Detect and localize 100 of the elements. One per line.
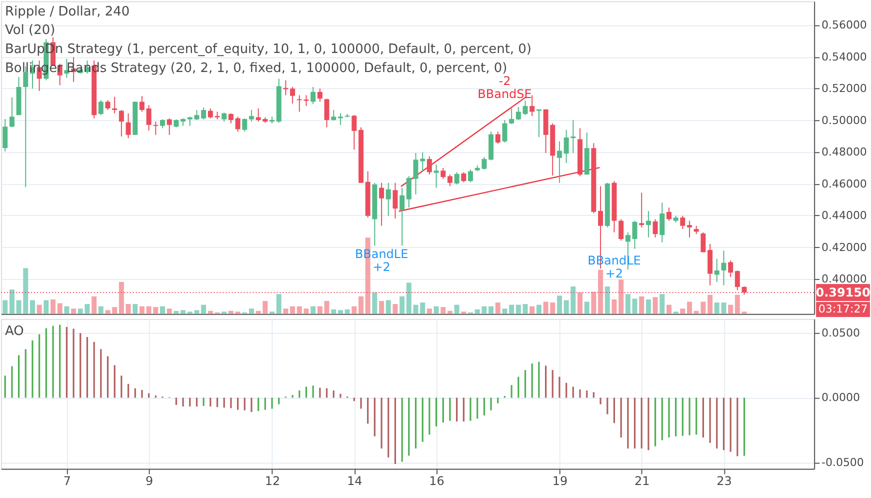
candlestick [187,116,192,126]
bar [139,306,144,314]
candlestick [118,109,124,137]
bar [639,296,644,314]
candlestick [495,131,500,144]
candlestick [734,270,740,291]
candlestick [126,112,131,139]
bar [344,309,350,314]
candlestick [331,109,336,122]
candlestick [618,218,624,242]
candlestick [420,152,426,172]
annotation: +2 [605,266,624,280]
bar [9,290,14,314]
candlestick [290,86,296,104]
bar [358,296,364,314]
bar [646,299,651,314]
candlestick [434,164,439,188]
x-tick-label: 9 [146,474,154,488]
candlestick [639,192,644,228]
candlestick [352,114,357,150]
candlestick [153,121,158,136]
bar [208,310,213,314]
bar [98,306,104,314]
bar [126,304,131,314]
candlestick [400,187,405,246]
candlestick [201,106,206,120]
annotation: BBandSE [478,87,532,102]
bar [734,294,740,314]
bar [598,270,604,314]
bar [708,294,713,314]
candlestick [310,86,316,105]
bar [92,296,97,314]
bar [591,292,596,314]
candlestick [338,112,343,126]
bar [2,300,8,314]
y-tick-label: 0.40000 [822,272,867,286]
x-tick-label: 21 [634,474,650,488]
candlestick [556,140,562,184]
candlestick [536,108,542,138]
bar [352,306,357,314]
x-tick-label: 7 [63,474,72,488]
candlestick [522,100,528,116]
candlestick [680,215,686,230]
candlestick [714,258,720,283]
y-tick-label: 0.44000 [822,209,867,222]
annotation: +2 [372,260,390,274]
y-tick-label: -0.0500 [822,456,864,469]
bar [71,308,76,314]
bar [530,306,535,314]
bar [604,286,610,314]
y-tick-label: 0.54000 [822,50,867,64]
candlestick [646,210,651,238]
bar [434,306,439,314]
bar [57,303,62,314]
bar [317,306,322,314]
candlestick [317,88,322,102]
bar [228,310,234,314]
bar [310,306,316,314]
candlestick [509,108,514,124]
candlestick [468,169,473,183]
bar [180,310,186,314]
candlestick [235,116,240,132]
x-tick-label: 23 [716,474,732,488]
annotation: -2 [498,74,511,88]
candlestick [9,96,14,128]
bar [160,306,165,314]
x-tick-label: 12 [264,474,280,488]
bar [36,304,42,314]
bar [174,310,179,314]
bar [612,299,617,314]
bar [495,302,500,314]
bar [194,310,200,314]
candlestick [324,98,330,128]
candlestick [242,118,248,132]
bar [392,304,398,314]
chart-title: Vol (20) [4,23,56,38]
bar [331,309,336,314]
bar [426,308,432,314]
bar [509,304,514,314]
x-tick-label: 16 [429,474,444,488]
candlestick [502,119,508,144]
candlestick [461,172,466,183]
candlestick [392,182,398,220]
y-tick-label: 0.50000 [822,114,867,127]
bar [338,310,343,314]
y-tick-label: 0.0500 [822,326,860,340]
bar [379,300,384,314]
bar [578,292,582,314]
candlestick [530,94,535,117]
bar [660,294,665,314]
bar [652,297,658,314]
x-tick-label: 14 [347,474,362,488]
bar [488,306,494,314]
bar [502,308,508,314]
candlestick [248,109,254,122]
candlestick [700,232,706,253]
bar [283,308,288,314]
text: 03:17:27 [818,302,868,316]
bar [386,300,391,314]
bar [618,280,624,314]
